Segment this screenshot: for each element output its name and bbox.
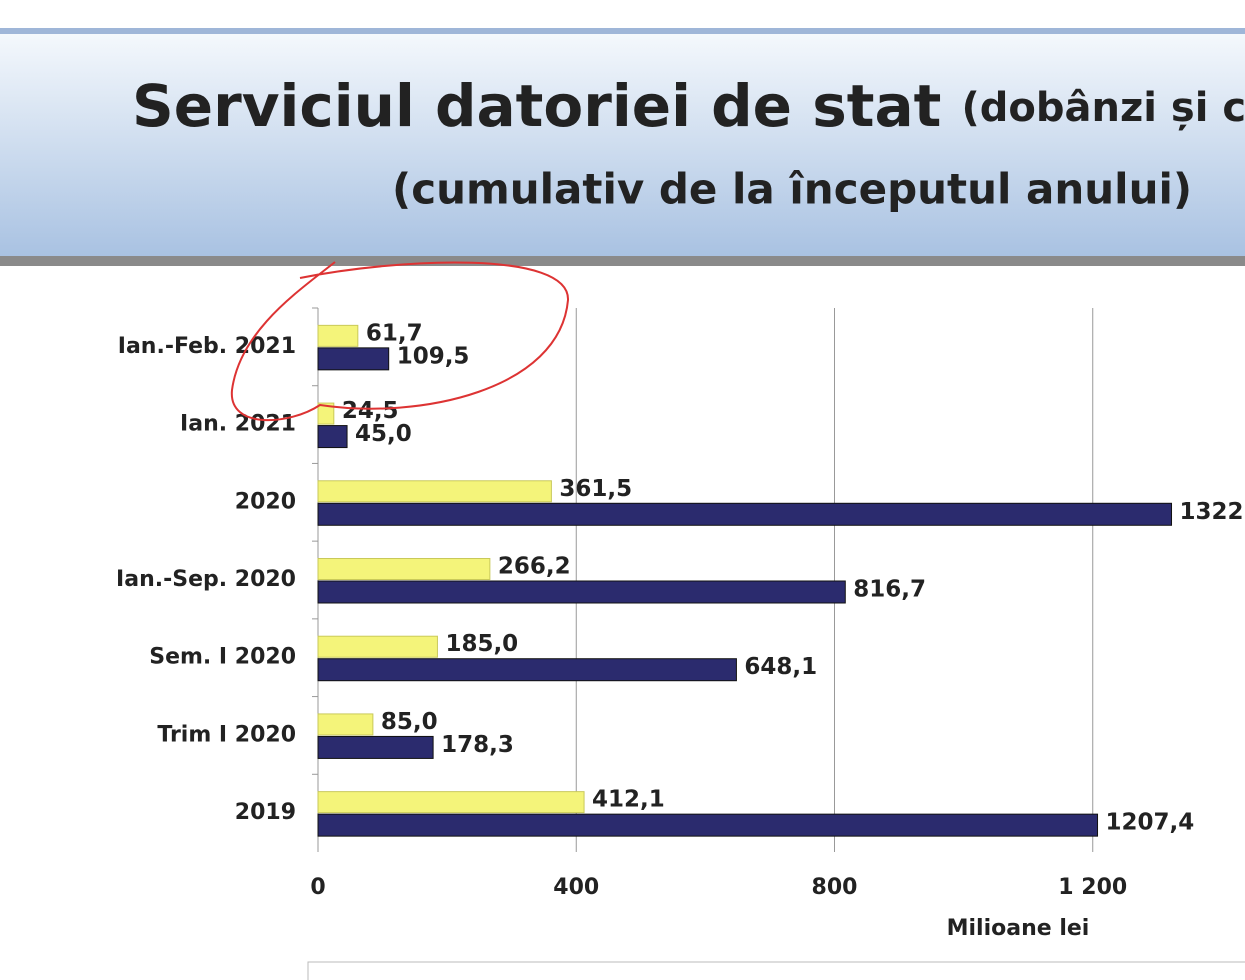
x-tick-label: 1 200 [1058, 875, 1127, 900]
y-tick-label: Ian. 2021 [180, 412, 296, 437]
header-bottom-rule [0, 256, 1245, 266]
value-label: 178,3 [441, 732, 514, 758]
x-tick-label: 0 [310, 875, 325, 900]
bar [317, 324, 359, 347]
value-label: 648,1 [744, 654, 817, 680]
legend-frame [307, 961, 1245, 980]
bar [317, 480, 552, 503]
subtitle: (cumulativ de la începutul anului) [392, 165, 1192, 214]
title: Serviciul datoriei de stat (dobânzi și c… [132, 72, 1245, 140]
bar [317, 658, 737, 682]
value-label: 1207,4 [1106, 810, 1195, 836]
bar [317, 580, 846, 604]
value-label: 816,7 [853, 577, 926, 603]
y-tick-label: Ian.-Feb. 2021 [118, 334, 296, 359]
y-tick-label: Ian.-Sep. 2020 [116, 567, 296, 592]
bar [317, 635, 438, 658]
hand-annotation [230, 261, 570, 422]
value-label: 61,7 [366, 320, 423, 346]
value-label: 361,5 [559, 476, 632, 502]
value-label: 109,5 [397, 343, 470, 369]
x-axis-label: Milioane lei [947, 916, 1090, 941]
x-tick-label: 800 [812, 875, 858, 900]
bar [317, 402, 335, 425]
y-tick-label: Sem. I 2020 [149, 645, 296, 670]
header-top-rule [0, 28, 1245, 34]
value-label: 1322 [1180, 499, 1244, 525]
bar [317, 735, 434, 759]
bar [317, 502, 1173, 526]
bar [317, 791, 585, 814]
plot: 0 400 800 1 200 Ian.-Feb. 2021 Ian. 2021 2020 I… [116, 307, 1244, 900]
value-label: 185,0 [445, 631, 518, 657]
value-label: 85,0 [381, 709, 438, 735]
header-band [0, 34, 1245, 256]
bar [317, 425, 348, 449]
bar [317, 713, 374, 736]
value-label: 266,2 [498, 554, 571, 580]
x-tick-label: 400 [553, 875, 599, 900]
bar [317, 813, 1099, 837]
y-tick-label: Trim I 2020 [157, 722, 296, 747]
y-tick-label: 2019 [235, 800, 296, 825]
value-label: 45,0 [355, 421, 412, 447]
value-label: 412,1 [592, 787, 665, 813]
y-tick-label: 2020 [235, 489, 296, 514]
value-label: 24,5 [342, 398, 399, 424]
bar [317, 347, 390, 371]
bar [317, 558, 491, 580]
